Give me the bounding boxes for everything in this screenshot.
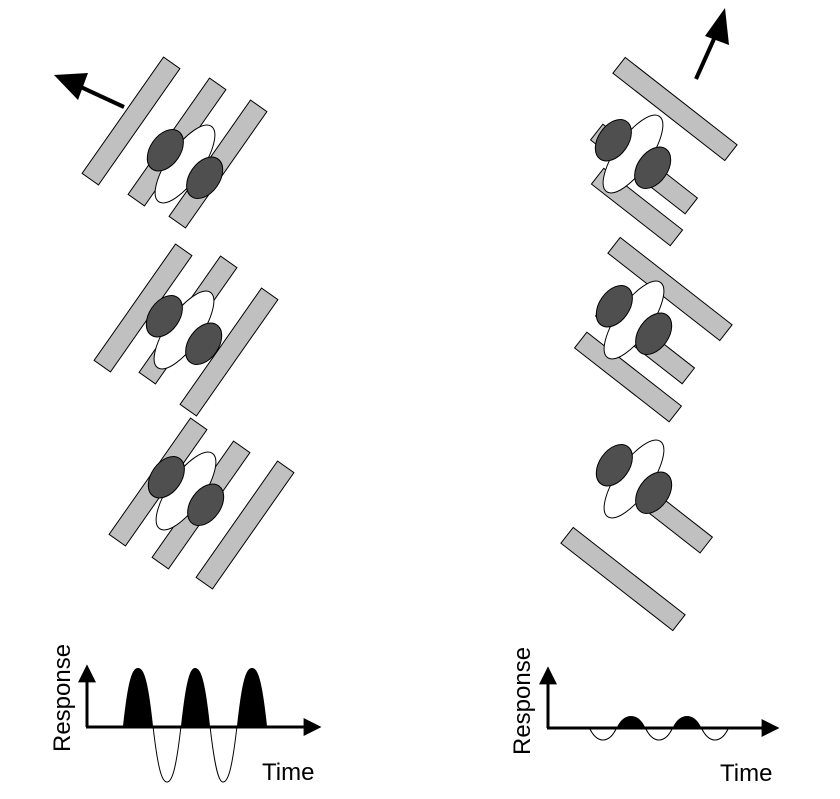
right-ylabel: Response xyxy=(509,647,536,755)
response-peak xyxy=(673,716,701,727)
response-peak xyxy=(617,716,645,727)
right-frame-3 xyxy=(560,418,714,632)
left-ylabel: Response xyxy=(49,644,76,752)
left-xlabel: Time xyxy=(262,759,314,786)
arrow-upper-left-icon xyxy=(54,73,125,109)
response-peak xyxy=(181,668,210,726)
response-wave xyxy=(588,726,730,741)
left-column: Response Time xyxy=(49,56,322,786)
right-frame-2 xyxy=(573,236,733,423)
left-response-plot: Response Time xyxy=(49,644,322,786)
right-column: Response Time xyxy=(509,8,780,787)
response-peak xyxy=(237,668,267,726)
left-frame-3 xyxy=(108,417,295,590)
left-frame-2 xyxy=(93,243,279,417)
response-trough xyxy=(152,725,182,783)
right-frame-1 xyxy=(574,56,738,247)
right-response-plot: Response Time xyxy=(509,647,780,787)
response-trough xyxy=(209,725,238,783)
response-peak xyxy=(123,668,153,726)
right-xlabel: Time xyxy=(720,760,772,787)
arrow-up-right-icon xyxy=(694,8,729,80)
left-frame-1 xyxy=(81,56,268,229)
